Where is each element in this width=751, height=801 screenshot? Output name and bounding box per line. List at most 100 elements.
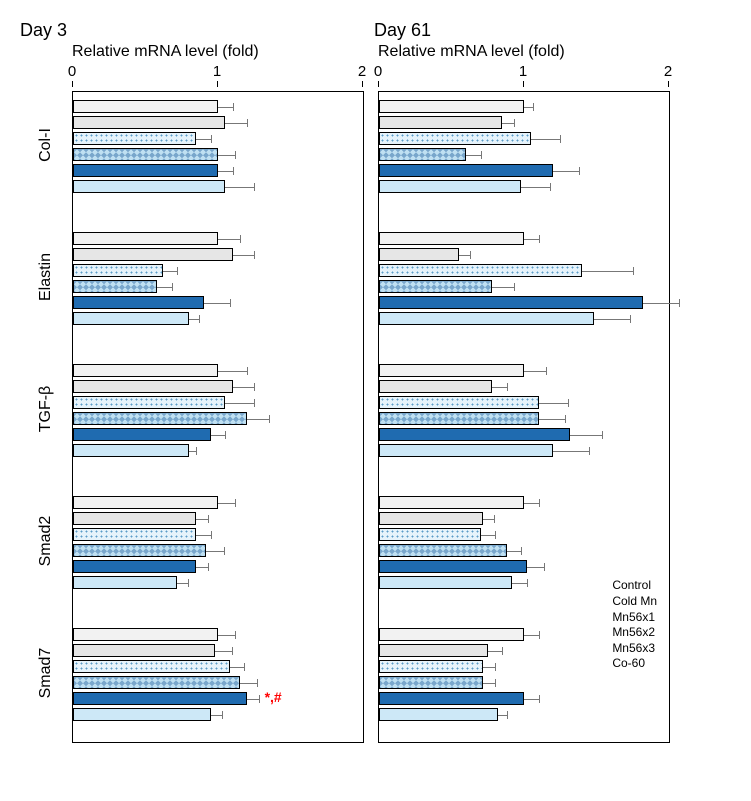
error-cap	[269, 415, 270, 423]
error-bar	[531, 139, 560, 140]
error-cap	[568, 399, 569, 407]
legend-item-Mn56x1: Mn56x1	[612, 610, 657, 626]
bar-row-TGF-β-Control	[73, 364, 363, 377]
error-cap	[527, 579, 528, 587]
significance-annotation: *,#	[265, 689, 282, 705]
error-cap	[579, 167, 580, 175]
bar-row-Smad7-Co-60	[379, 708, 669, 721]
bar-row-Elastin-Mn56x1	[379, 264, 669, 277]
error-bar	[215, 651, 232, 652]
gene-label-Elastin: Elastin	[37, 251, 55, 303]
error-bar	[507, 551, 522, 552]
bar	[379, 528, 481, 541]
bar	[73, 312, 189, 325]
bar	[73, 628, 218, 641]
error-cap	[199, 315, 200, 323]
error-bar	[211, 715, 223, 716]
error-cap	[222, 711, 223, 719]
bar	[379, 644, 488, 657]
error-cap	[247, 367, 248, 375]
error-bar	[247, 419, 269, 420]
bar	[73, 676, 240, 689]
error-cap	[225, 431, 226, 439]
bar-row-Elastin-Co-60	[73, 312, 363, 325]
bar-row-Smad7-Mn56x2	[379, 676, 669, 689]
error-cap	[539, 235, 540, 243]
error-bar	[498, 715, 507, 716]
error-bar	[524, 239, 539, 240]
bar-row-Smad7-Mn56x3	[379, 692, 669, 705]
tick-label: 0	[68, 63, 76, 80]
gene-label-Smad2: Smad2	[37, 515, 55, 567]
bar	[73, 544, 206, 557]
bar	[379, 676, 483, 689]
bar	[379, 164, 553, 177]
bar-row-Elastin-Cold Mn	[379, 248, 669, 261]
error-bar	[521, 187, 550, 188]
bar-row-TGF-β-Co-60	[379, 444, 669, 457]
error-bar	[492, 387, 507, 388]
plot-box: ControlCold MnMn56x1Mn56x2Mn56x3Co-60	[378, 91, 670, 743]
error-cap	[177, 267, 178, 275]
error-cap	[211, 531, 212, 539]
bar	[379, 660, 483, 673]
panel-day3: Day 3Relative mRNA level (fold)012Col-IE…	[20, 20, 364, 743]
error-cap	[533, 103, 534, 111]
figure-container: Day 3Relative mRNA level (fold)012Col-IE…	[20, 20, 731, 743]
legend: ControlCold MnMn56x1Mn56x2Mn56x3Co-60	[612, 578, 657, 672]
bar-row-Elastin-Mn56x3	[73, 296, 363, 309]
bar	[73, 512, 196, 525]
bar	[73, 708, 211, 721]
error-bar	[240, 683, 257, 684]
error-bar	[211, 435, 226, 436]
bar-row-TGF-β-Mn56x2	[379, 412, 669, 425]
error-cap	[235, 631, 236, 639]
panel-title: Day 3	[20, 20, 364, 41]
error-bar	[218, 371, 247, 372]
error-cap	[507, 711, 508, 719]
error-bar	[247, 699, 259, 700]
error-cap	[235, 151, 236, 159]
error-cap	[679, 299, 680, 307]
bar	[379, 512, 483, 525]
error-bar	[218, 503, 235, 504]
error-cap	[244, 663, 245, 671]
error-bar	[225, 403, 254, 404]
bar-row-Smad2-Mn56x3	[379, 560, 669, 573]
bar	[73, 412, 247, 425]
axis-title: Relative mRNA level (fold)	[20, 43, 364, 61]
bar-row-Col-I-Control	[379, 100, 669, 113]
bar	[379, 544, 507, 557]
bar-row-TGF-β-Cold Mn	[379, 380, 669, 393]
error-bar	[196, 535, 211, 536]
error-cap	[633, 267, 634, 275]
bar	[73, 180, 225, 193]
error-cap	[560, 135, 561, 143]
bar	[379, 396, 539, 409]
error-bar	[189, 319, 199, 320]
bar-row-Smad2-Co-60	[73, 576, 363, 589]
bar-row-TGF-β-Mn56x2	[73, 412, 363, 425]
error-bar	[218, 171, 233, 172]
bar-row-Col-I-Cold Mn	[73, 116, 363, 129]
bar	[379, 380, 492, 393]
bar-row-Smad7-Mn56x3: *,#	[73, 692, 363, 705]
error-bar	[492, 287, 514, 288]
error-cap	[544, 563, 545, 571]
bar-row-Smad7-Control	[73, 628, 363, 641]
error-cap	[208, 563, 209, 571]
bar	[73, 164, 218, 177]
bar-row-Col-I-Co-60	[73, 180, 363, 193]
axis-ticks: 012	[72, 63, 362, 91]
bar	[379, 100, 524, 113]
error-bar	[189, 451, 196, 452]
error-bar	[481, 535, 496, 536]
legend-item-Cold Mn: Cold Mn	[612, 594, 657, 610]
error-cap	[481, 151, 482, 159]
error-bar	[539, 419, 565, 420]
error-cap	[233, 103, 234, 111]
error-cap	[247, 119, 248, 127]
bar	[73, 248, 233, 261]
bar	[379, 232, 524, 245]
tick-label: 0	[374, 63, 382, 80]
